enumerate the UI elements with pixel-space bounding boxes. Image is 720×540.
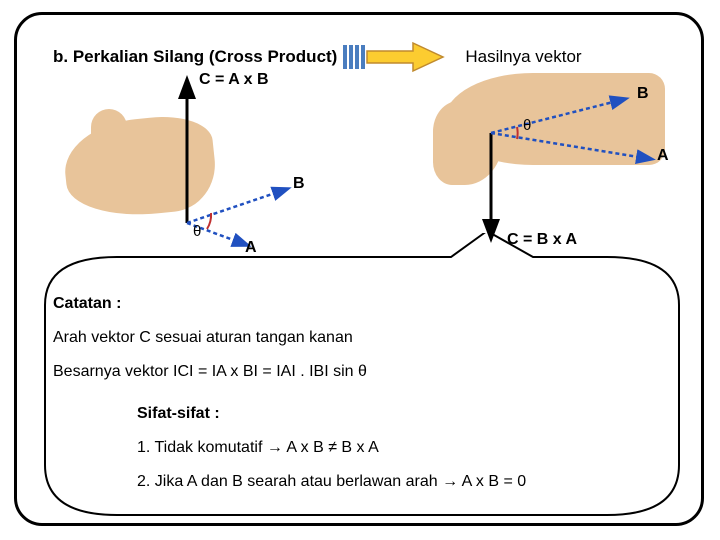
note-magnitude: Besarnya vektor ICI = IA x BI = IAI . IB… bbox=[53, 363, 367, 381]
title-row: b. Perkalian Silang (Cross Product) Hasi… bbox=[53, 37, 582, 77]
block-arrow bbox=[343, 37, 453, 77]
left-C-label: C = A x B bbox=[199, 71, 269, 89]
left-diagram: C = A x B B A θ bbox=[71, 73, 301, 233]
right-theta: θ bbox=[523, 117, 531, 134]
sifat-1: 1. Tidak komutatif → A x B ≠ B x A bbox=[137, 439, 379, 457]
right-A-label: A bbox=[657, 147, 669, 165]
left-A-label: A bbox=[245, 239, 257, 257]
catatan-heading: Catatan : bbox=[53, 295, 121, 313]
title-text: b. Perkalian Silang (Cross Product) bbox=[53, 47, 337, 67]
slide-frame: b. Perkalian Silang (Cross Product) Hasi… bbox=[14, 12, 704, 526]
left-B-label: B bbox=[293, 175, 305, 193]
right-C-label: C = B x A bbox=[507, 231, 577, 249]
right-diagram: B A θ C = B x A bbox=[415, 73, 661, 233]
right-B-label: B bbox=[637, 85, 649, 103]
result-label: Hasilnya vektor bbox=[465, 47, 581, 67]
sifat-2: 2. Jika A dan B searah atau berlawan ara… bbox=[137, 473, 526, 491]
note-direction: Arah vektor C sesuai aturan tangan kanan bbox=[53, 329, 353, 347]
left-theta: θ bbox=[193, 223, 201, 240]
sifat-heading: Sifat-sifat : bbox=[137, 405, 220, 423]
